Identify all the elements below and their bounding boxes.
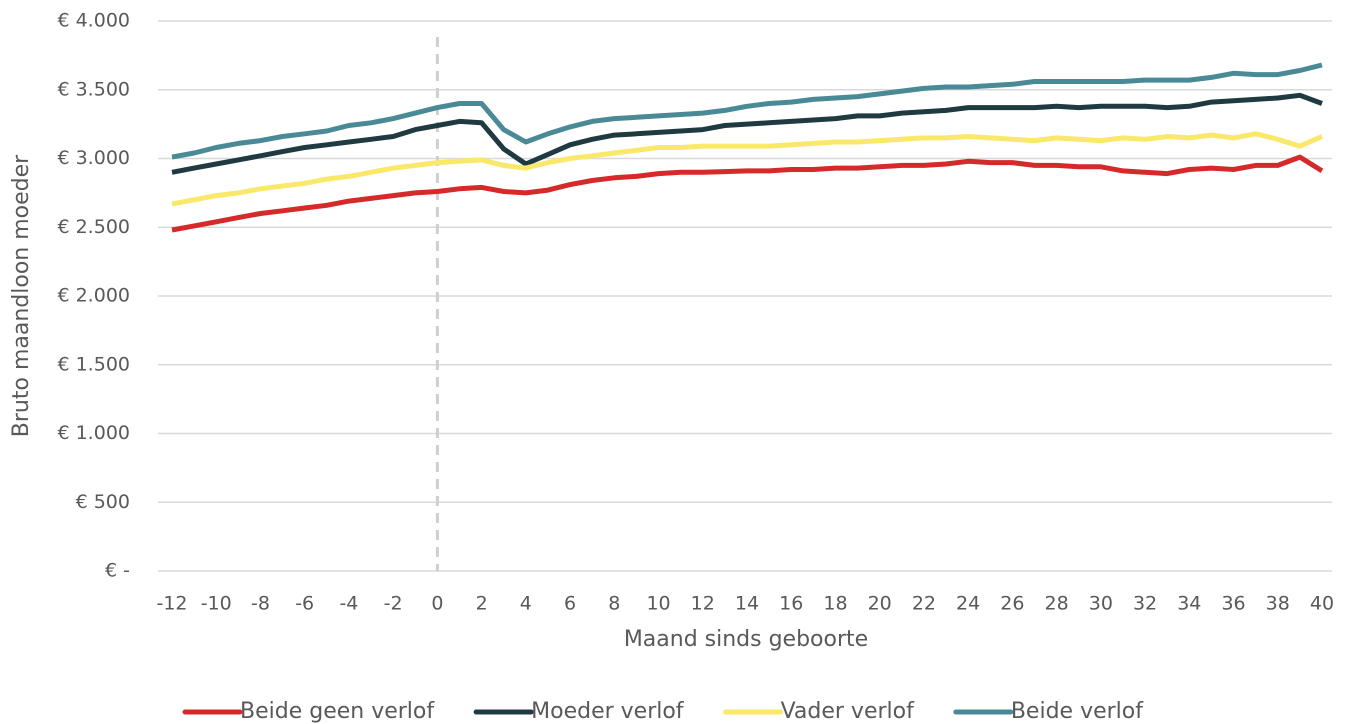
y-tick-label: € 1.500 xyxy=(57,353,130,375)
series-line xyxy=(171,62,1323,160)
x-tick-label: 4 xyxy=(520,593,532,615)
x-tick-label: 36 xyxy=(1221,593,1245,615)
x-tick-label: -6 xyxy=(295,593,314,615)
y-tick-label: € 3.500 xyxy=(57,78,130,100)
x-tick-label: 18 xyxy=(823,593,847,615)
x-tick-label: 12 xyxy=(691,593,715,615)
x-tick-label: 6 xyxy=(564,593,576,615)
x-tick-label: 38 xyxy=(1266,593,1290,615)
y-tick-label: € 1.000 xyxy=(57,422,130,444)
x-tick-label: 20 xyxy=(868,593,892,615)
y-tick-label: € 500 xyxy=(76,491,130,513)
x-tick-label: 14 xyxy=(735,593,759,615)
y-tick-label: € - xyxy=(105,560,130,582)
x-tick-label: -4 xyxy=(339,593,358,615)
y-tick-label: € 3.000 xyxy=(57,147,130,169)
x-tick-label: 8 xyxy=(608,593,620,615)
x-tick-label: 2 xyxy=(476,593,488,615)
x-tick-label: 32 xyxy=(1133,593,1157,615)
series-line xyxy=(171,131,1323,207)
x-tick-label: -12 xyxy=(156,593,187,615)
legend-label: Beide geen verlof xyxy=(240,699,435,724)
x-tick-label: 30 xyxy=(1089,593,1113,615)
y-tick-label: € 2.000 xyxy=(57,285,130,307)
x-tick-label: -10 xyxy=(201,593,232,615)
x-tick-label: 16 xyxy=(779,593,803,615)
legend-label: Moeder verlof xyxy=(531,699,685,724)
y-tick-label: € 2.500 xyxy=(57,216,130,238)
x-tick-label: 10 xyxy=(646,593,670,615)
x-tick-label: 0 xyxy=(431,593,443,615)
x-tick-label: 24 xyxy=(956,593,980,615)
series-line xyxy=(171,92,1323,175)
y-axis-title: Bruto maandloon moeder xyxy=(9,154,34,437)
x-tick-label: -8 xyxy=(251,593,270,615)
legend-label: Vader verlof xyxy=(781,699,916,724)
x-tick-label: 26 xyxy=(1000,593,1024,615)
x-axis-title: Maand sinds geboorte xyxy=(624,627,868,652)
x-tick-label: 34 xyxy=(1177,593,1201,615)
x-tick-label: -2 xyxy=(384,593,403,615)
x-tick-label: 28 xyxy=(1045,593,1069,615)
y-tick-label: € 4.000 xyxy=(57,10,130,32)
legend-label: Beide verlof xyxy=(1011,699,1144,724)
x-tick-label: 22 xyxy=(912,593,936,615)
x-tick-label: 40 xyxy=(1310,593,1334,615)
series-line xyxy=(171,154,1324,233)
